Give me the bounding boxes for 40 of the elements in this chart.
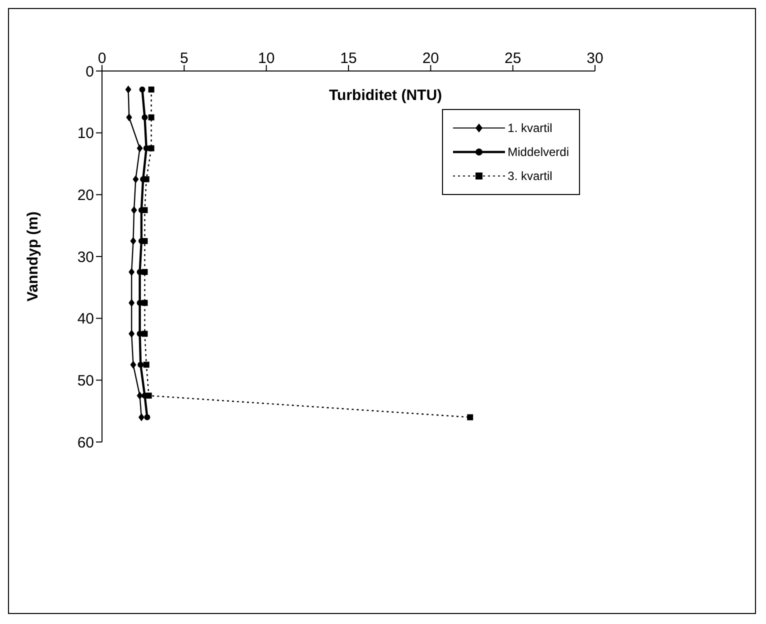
y-tick-label: 40 xyxy=(77,310,94,328)
y-tick-label: 10 xyxy=(77,125,94,142)
point xyxy=(142,114,148,120)
point xyxy=(136,144,143,152)
point xyxy=(139,86,146,93)
y-tick-label: 30 xyxy=(77,248,94,266)
x-tick-label: 5 xyxy=(180,50,188,67)
point xyxy=(144,414,150,420)
point xyxy=(148,114,154,120)
y-tick-label: 60 xyxy=(77,434,94,452)
point xyxy=(130,360,136,369)
text: Turbiditet (NTU) xyxy=(329,87,442,104)
x-tick-label: 20 xyxy=(422,50,440,67)
point xyxy=(128,268,135,276)
point xyxy=(126,113,132,122)
point xyxy=(148,145,154,152)
point xyxy=(138,413,144,422)
point xyxy=(136,392,143,400)
y-tick-label: 50 xyxy=(77,372,94,390)
point xyxy=(130,237,136,246)
y-axis-title: Vanndyp (m) xyxy=(24,211,42,302)
point xyxy=(128,330,135,338)
x-tick-label: 30 xyxy=(586,50,604,67)
point xyxy=(131,206,138,214)
point xyxy=(467,414,474,420)
x-tick-label: 10 xyxy=(258,50,275,67)
point xyxy=(128,298,135,307)
y-tick-label: 20 xyxy=(77,186,94,204)
x-tick-label: 15 xyxy=(340,50,357,67)
point xyxy=(138,362,144,368)
point xyxy=(125,86,132,94)
legend-label: Middelverdi xyxy=(508,145,569,159)
point xyxy=(132,175,139,184)
y-tick-label: 0 xyxy=(86,63,94,80)
point xyxy=(143,362,150,368)
legend-label: 1. kvartil xyxy=(508,121,552,135)
legend-label: 3. kvartil xyxy=(508,169,552,183)
x-tick-label: 0 xyxy=(98,50,106,67)
x-tick-label: 25 xyxy=(504,50,522,67)
point xyxy=(148,86,154,93)
